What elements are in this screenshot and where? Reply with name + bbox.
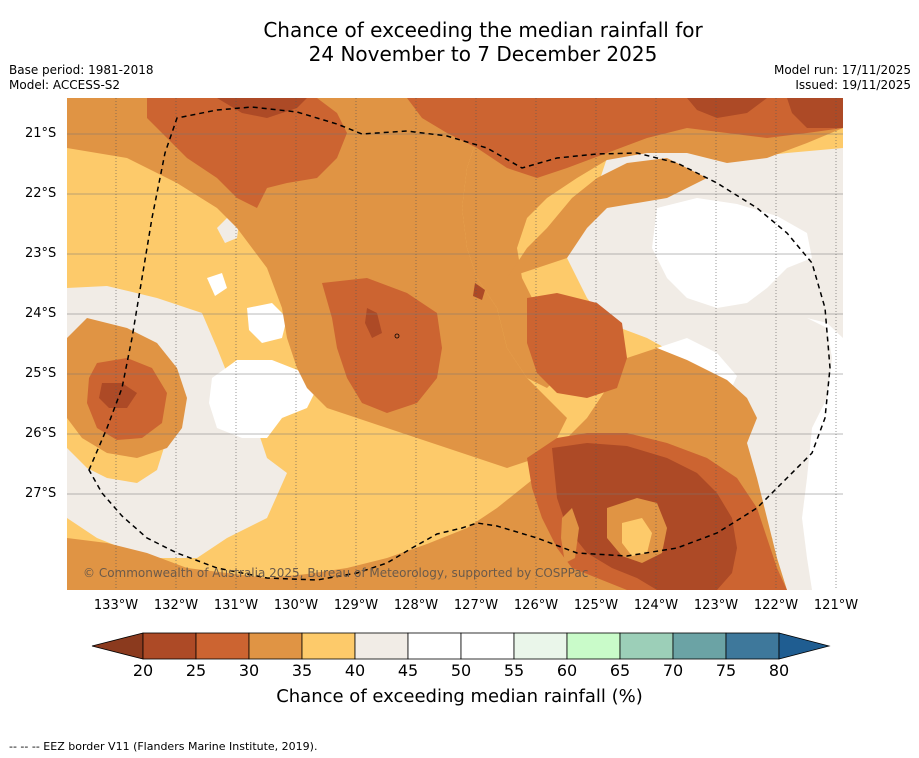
colorbar-segment <box>248 632 303 660</box>
lat-label: 27°S <box>25 486 57 501</box>
contour-dot <box>394 333 400 339</box>
lon-label: 130°W <box>273 598 319 613</box>
colorbar-tick: 40 <box>344 661 366 680</box>
title-line-2: 24 November to 7 December 2025 <box>308 42 658 66</box>
colorbar-over-arrow <box>778 632 831 660</box>
colorbar-segment <box>301 632 356 660</box>
colorbar-tick: 80 <box>768 661 790 680</box>
eez-border <box>88 106 831 581</box>
colorbar-under-arrow <box>91 632 144 660</box>
rainfall-map <box>67 98 843 590</box>
model-run: Model run: 17/11/2025 <box>773 63 911 77</box>
colorbar-tick: 20 <box>132 661 154 680</box>
meta-right: Model run: 17/11/2025 Issued: 19/11/2025 <box>774 63 911 93</box>
eez-footnote: -- -- -- EEZ border V11 (Flanders Marine… <box>9 740 318 753</box>
gridlines <box>115 98 837 590</box>
colorbar-segment <box>354 632 409 660</box>
colorbar-segment <box>460 632 515 660</box>
lat-label: 25°S <box>25 366 57 381</box>
lat-label: 26°S <box>25 426 57 441</box>
base-period: Base period: 1981-2018 <box>9 63 154 77</box>
colorbar-segment <box>725 632 780 660</box>
lat-label: 22°S <box>25 186 57 201</box>
colorbar-tick: 75 <box>715 661 737 680</box>
colorbar-tick: 70 <box>662 661 684 680</box>
lon-label: 131°W <box>213 598 259 613</box>
colorbar-title: Chance of exceeding median rainfall (%) <box>276 686 643 707</box>
lon-label: 125°W <box>573 598 619 613</box>
lon-label: 123°W <box>693 598 739 613</box>
map-credit: © Commonwealth of Australia 2025, Bureau… <box>83 566 589 580</box>
colorbar-tick: 45 <box>397 661 419 680</box>
colorbar-segment <box>619 632 674 660</box>
colorbar-tick: 50 <box>450 661 472 680</box>
meta-left: Base period: 1981-2018 Model: ACCESS-S2 <box>9 63 154 93</box>
colorbar-segment <box>142 632 197 660</box>
lon-label: 129°W <box>333 598 379 613</box>
lon-label: 126°W <box>513 598 559 613</box>
lon-label: 133°W <box>93 598 139 613</box>
lon-label: 127°W <box>453 598 499 613</box>
colorbar <box>91 632 831 660</box>
lon-label: 132°W <box>153 598 199 613</box>
lat-label: 21°S <box>25 126 57 141</box>
lat-gridlines <box>67 133 843 495</box>
lon-label: 122°W <box>753 598 799 613</box>
lat-label: 24°S <box>25 306 57 321</box>
colorbar-tick: 25 <box>185 661 207 680</box>
colorbar-segment <box>407 632 462 660</box>
colorbar-segment <box>672 632 727 660</box>
model-name: Model: ACCESS-S2 <box>9 78 121 92</box>
colorbar-segment <box>566 632 621 660</box>
lon-label: 128°W <box>393 598 439 613</box>
colorbar-tick: 30 <box>238 661 260 680</box>
lon-label: 121°W <box>813 598 859 613</box>
title-line-1: Chance of exceeding the median rainfall … <box>263 18 703 42</box>
lat-label: 23°S <box>25 246 57 261</box>
colorbar-segment <box>195 632 250 660</box>
colorbar-segment <box>513 632 568 660</box>
colorbar-tick: 55 <box>503 661 525 680</box>
map-title: Chance of exceeding the median rainfall … <box>0 18 919 66</box>
issued-date: Issued: 19/11/2025 <box>795 78 911 92</box>
colorbar-tick: 35 <box>291 661 313 680</box>
colorbar-tick: 65 <box>609 661 631 680</box>
band-35-40-inner <box>622 518 652 556</box>
colorbar-tick: 60 <box>556 661 578 680</box>
lon-label: 124°W <box>633 598 679 613</box>
